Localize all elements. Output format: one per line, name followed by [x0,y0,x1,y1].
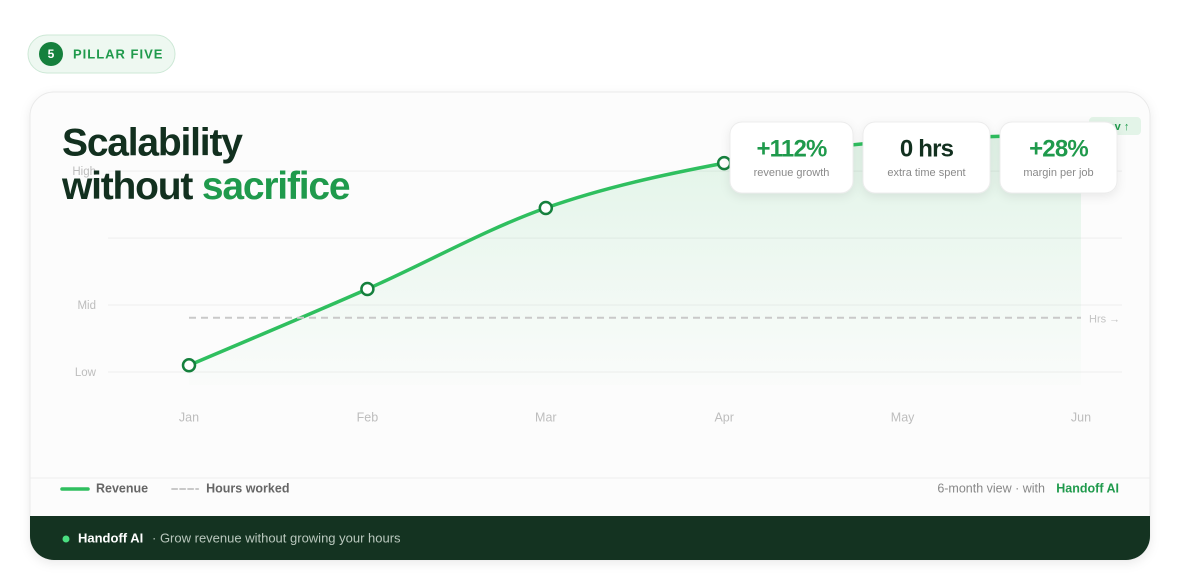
footer-text: · Grow revenue without growing your hour… [152,530,401,545]
x-tick-label: Jan [179,410,199,424]
stat-card [862,121,991,194]
title-line1: Scalability [62,121,243,164]
legend-label: Hours worked [206,481,289,495]
point [360,281,375,297]
stat-label: extra time spent [887,167,965,179]
title-line2: without sacrifice [61,165,350,208]
stat-card [999,121,1118,194]
view-brand: Handoff AI [1056,481,1119,495]
title: Scalability without sacrifice [61,121,351,208]
footer [30,516,1150,560]
view-note: 6-month view · with [937,481,1045,495]
footer-dot [62,535,70,543]
footer-brand: Handoff AI [78,530,143,545]
stat-label: revenue growth [754,167,830,179]
legend: Revenue Hours worked [60,481,289,495]
stat-value: +112% [756,135,827,162]
x-tick-label: Mar [535,410,557,424]
point [181,358,197,373]
badge-circle [39,42,63,66]
point [716,155,732,171]
x-tick-label: Feb [357,410,379,424]
badge-pill [27,34,176,74]
end-label: Hrs → [1089,314,1120,326]
stat-card [729,121,854,194]
title-accent: sacrifice [202,165,350,208]
x-tick-label: Apr [714,410,733,424]
stats: +112% revenue growth 0 hrs extra time spent… [729,121,1118,194]
y-tick-label: Mid [77,300,96,312]
x-tick-label: Jun [1071,410,1091,424]
stat-label: margin per job [1023,167,1093,179]
y-tick-label: Low [75,367,97,379]
x-tick-label: May [891,410,915,424]
stat-value: 0 hrs [900,135,954,162]
legend-label: Revenue [96,481,148,495]
y-tick-label: High [72,166,96,178]
badge: 5 PILLAR FIVE [27,34,176,74]
footer-bar [30,516,1150,560]
title-start: without [61,165,193,208]
badge-label: PILLAR FIVE [73,46,163,61]
badge-number: 5 [48,47,55,61]
area [189,135,1081,385]
point [538,200,554,216]
stat-value: +28% [1029,135,1088,162]
